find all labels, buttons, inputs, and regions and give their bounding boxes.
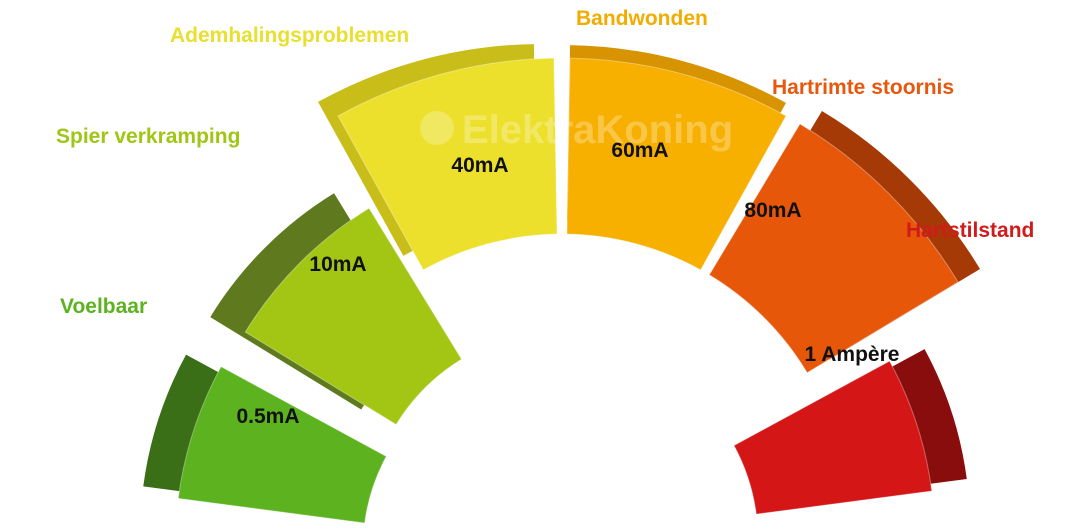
segment-value-voelbaar: 0.5mA bbox=[236, 405, 299, 428]
effect-label-hartrimte-stoornis: Hartrimte stoornis bbox=[772, 76, 955, 99]
segment-hartrimte-stoornis bbox=[708, 123, 959, 374]
gauge-value-layer: 0.5mA 10mA 40mA 60mA 80mA 1 Ampère bbox=[236, 139, 899, 428]
gauge-face-layer bbox=[177, 57, 959, 524]
effect-label-bandwonden: Bandwonden bbox=[576, 7, 708, 30]
watermark-text: ElektraKoning bbox=[462, 108, 733, 152]
segment-bandwonden bbox=[566, 57, 787, 271]
segment-spier-verkramping bbox=[244, 207, 463, 426]
effect-label-ademhalingsproblemen: Ademhalingsproblemen bbox=[170, 24, 410, 47]
effect-label-voelbaar: Voelbaar bbox=[60, 295, 148, 318]
segment-value-ademhalingsproblemen: 40mA bbox=[451, 154, 508, 177]
segment-voelbaar bbox=[177, 366, 387, 524]
effect-label-spier-verkramping: Spier verkramping bbox=[56, 125, 241, 148]
watermark: ElektraKoning bbox=[420, 108, 733, 152]
bulb-icon bbox=[420, 111, 454, 145]
segment-ademhalingsproblemen bbox=[337, 57, 558, 271]
segment-value-hartrimte-stoornis: 80mA bbox=[744, 199, 801, 222]
segment-value-spier-verkramping: 10mA bbox=[309, 253, 366, 276]
segment-hartstilstand bbox=[733, 360, 933, 515]
segment-value-bandwonden: 60mA bbox=[611, 139, 668, 162]
effect-label-hartstilstand: Hartstilstand bbox=[906, 219, 1035, 242]
segment-value-hartstilstand: 1 Ampère bbox=[805, 343, 900, 366]
